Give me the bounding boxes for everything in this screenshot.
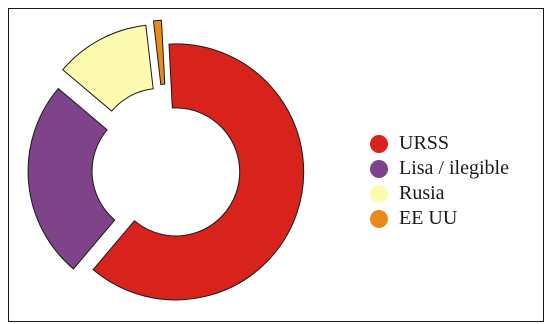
donut-slice-lisa-ilegible bbox=[27, 88, 116, 270]
legend-label-rusia: Rusia bbox=[399, 182, 445, 204]
legend-swatch-urss bbox=[370, 134, 388, 153]
legend-swatch-rusia bbox=[370, 184, 388, 203]
donut-slices bbox=[27, 19, 305, 301]
donut-slice-ee-uu bbox=[152, 19, 166, 86]
legend-item-ee-uu: EE UU bbox=[370, 206, 509, 231]
legend-label-urss: URSS bbox=[399, 132, 450, 154]
legend-swatch-ee-uu bbox=[370, 209, 388, 228]
legend: URSS Lisa / ilegible Rusia EE UU bbox=[370, 131, 509, 231]
legend-item-lisa-ilegible: Lisa / ilegible bbox=[370, 156, 509, 181]
legend-label-lisa-ilegible: Lisa / ilegible bbox=[399, 157, 509, 179]
donut-slice-rusia bbox=[62, 24, 154, 112]
legend-item-rusia: Rusia bbox=[370, 181, 509, 206]
legend-item-urss: URSS bbox=[370, 131, 509, 156]
legend-swatch-lisa-ilegible bbox=[370, 159, 388, 178]
legend-label-ee-uu: EE UU bbox=[399, 207, 458, 229]
donut-slice-urss bbox=[92, 43, 305, 301]
